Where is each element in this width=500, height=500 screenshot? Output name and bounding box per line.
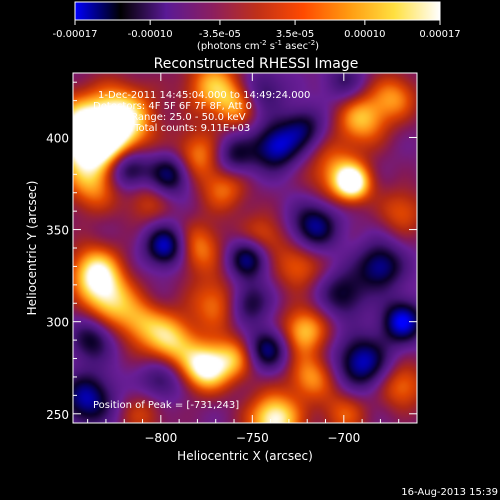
colorbar-gradient — [74, 1, 441, 21]
colorbar-tick-label: -0.00010 — [128, 29, 173, 40]
x-tick-label: −800 — [144, 431, 177, 445]
colorbar-tick-label: -3.5e-05 — [199, 29, 241, 40]
colorbar-tick-label: 3.5e-05 — [276, 29, 314, 40]
annotation-clean-counts: Clean Total counts: 9.11E+03 — [93, 123, 250, 134]
y-axis-label: Heliocentric Y (arcsec) — [25, 181, 39, 316]
heatmap-image — [73, 73, 417, 423]
colorbar-unit-label: (photons cm-2 s-1 asec-2) — [197, 39, 319, 52]
chart-title: Reconstructed RHESSI Image — [154, 56, 359, 72]
colorbar-tick-label: 0.00010 — [344, 29, 385, 40]
colorbar: -0.00017 -0.00010 -3.5e-05 3.5e-05 0.00010 0.… — [53, 1, 461, 52]
y-ticks: 400 350 300 250 — [46, 81, 417, 422]
x-ticks: −800 −750 −700 — [87, 73, 400, 445]
y-tick-label: 250 — [46, 408, 69, 422]
y-tick-label: 300 — [46, 316, 69, 330]
peak-position-label: Position of Peak = [-731,243] — [93, 400, 239, 411]
x-tick-label: −700 — [327, 431, 360, 445]
y-tick-label: 350 — [46, 224, 69, 238]
annotation-detectors: Detectors: 4F 5F 6F 7F 8F, Att 0 — [93, 101, 252, 112]
x-tick-label: −750 — [236, 431, 269, 445]
colorbar-tick-label: 0.00017 — [419, 29, 460, 40]
annotation-energy: Energy Range: 25.0 - 50.0 keV — [93, 112, 246, 123]
footer-date: 16-Aug-2013 15:39 — [401, 487, 498, 498]
colorbar-tick-label: -0.00017 — [53, 29, 98, 40]
x-axis-label: Heliocentric X (arcsec) — [177, 449, 313, 463]
annotation-time: 1-Dec-2011 14:45:04.000 to 14:49:24.000 — [98, 90, 310, 101]
plot-area: −800 −750 −700 400 350 300 250 — [46, 72, 418, 445]
colorbar-ticks: -0.00017 -0.00010 -3.5e-05 3.5e-05 0.00010 0.… — [53, 20, 461, 40]
y-tick-label: 400 — [46, 131, 69, 145]
